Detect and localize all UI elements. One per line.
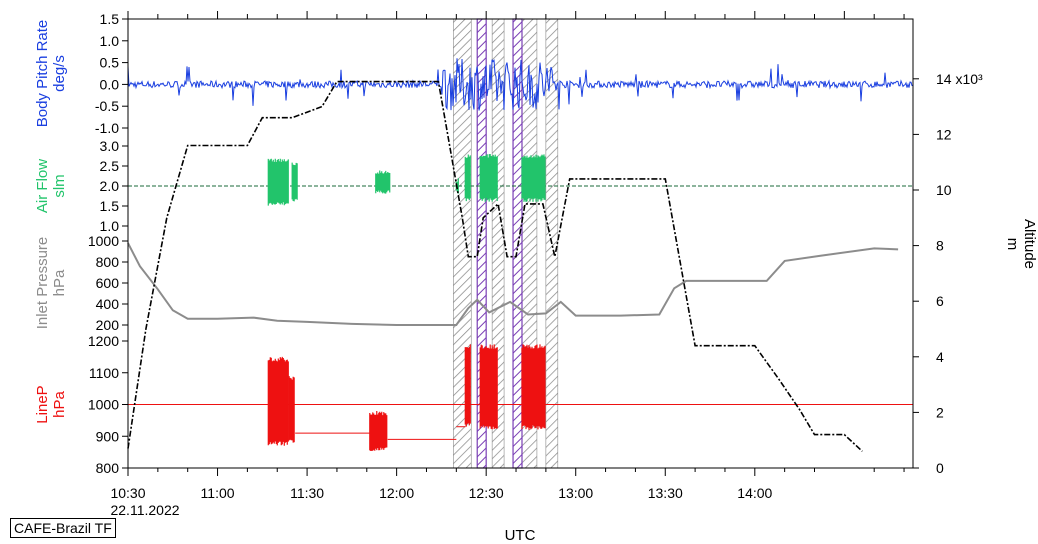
altitude-tick-label: 8 [936, 238, 944, 254]
linep-y-tick-label: 1200 [88, 333, 119, 349]
x-tick-label: 10:30 [110, 485, 145, 501]
inlet-y-tick-label: 1000 [88, 233, 119, 249]
pitch-y-tick-label: -1.0 [95, 120, 119, 136]
altitude-tick-label: 12 [936, 126, 952, 142]
airflow-burst [291, 162, 298, 202]
x-tick-label: 13:30 [648, 485, 683, 501]
linep-y-tick-label: 900 [96, 428, 120, 444]
airflow-burst [479, 154, 498, 202]
altitude-axis-title: m [1004, 238, 1021, 251]
inlet-y-tick-label: 200 [96, 317, 120, 333]
linep-burst [267, 356, 289, 446]
inlet-y-axis-title: hPa [51, 269, 68, 296]
traces-layer [127, 58, 914, 452]
inlet-y-tick-label: 800 [96, 254, 120, 270]
pitch-y-tick-label: 1.5 [100, 11, 120, 27]
airflow-y-axis-title: Air Flow [34, 159, 51, 213]
altitude-axis-title: Altitude [1021, 219, 1038, 269]
airflow-y-tick-label: 1.0 [100, 218, 120, 234]
flight-label: CAFE-Brazil TF [10, 518, 116, 538]
airflow-y-axis-title: slm [51, 174, 68, 197]
x-tick-label: 12:30 [469, 485, 504, 501]
airflow-burst [521, 154, 546, 202]
x-tick-label: 11:30 [290, 485, 324, 501]
x-tick-label: 14:00 [737, 485, 772, 501]
linep-y-tick-label: 1000 [88, 397, 119, 413]
pitch-y-axis-title: Body Pitch Rate [34, 20, 51, 128]
linep-y-axis-title: hPa [51, 391, 68, 418]
pitch-y-tick-label: 0.5 [100, 55, 120, 71]
x-tick-label: 12:00 [379, 485, 414, 501]
pitch-y-axis-title: deg/s [51, 55, 68, 92]
altitude-tick-label: 6 [936, 293, 944, 309]
airflow-y-tick-label: 2.0 [100, 178, 120, 194]
altitude-tick-label: 4 [936, 349, 944, 365]
inlet-y-tick-label: 400 [96, 296, 120, 312]
altitude-tick-label: 2 [936, 404, 944, 420]
inlet-pressure-trace [127, 242, 899, 326]
altitude-tick-label: 10 [936, 182, 952, 198]
inlet-y-tick-label: 600 [96, 275, 120, 291]
pitch-rate-trace [127, 58, 914, 111]
x-tick-label: 13:00 [558, 485, 593, 501]
x-tick-label: 11:00 [201, 485, 235, 501]
altitude-tick-label: 14 x10³ [936, 71, 983, 87]
airflow-y-tick-label: 3.0 [100, 138, 120, 154]
pitch-y-tick-label: 0.0 [100, 76, 120, 92]
airflow-y-tick-label: 2.5 [100, 158, 120, 174]
pitch-y-tick-label: -0.5 [95, 98, 119, 114]
linep-y-axis-title: LineP [34, 385, 51, 423]
linep-burst [288, 376, 295, 443]
x-axis-label: UTC [505, 527, 536, 544]
date-label: 22.11.2022 [110, 502, 179, 518]
linep-y-tick-label: 800 [96, 460, 120, 476]
linep-burst [521, 344, 546, 430]
linep-burst [479, 344, 498, 430]
altitude-trace [127, 80, 863, 452]
airflow-burst [267, 158, 289, 206]
linep-burst [464, 344, 471, 427]
inlet-y-axis-title: Inlet Pressure [34, 237, 51, 330]
linep-burst [369, 411, 388, 451]
airflow-y-tick-label: 1.5 [100, 198, 120, 214]
linep-y-tick-label: 1100 [89, 365, 119, 381]
altitude-tick-label: 0 [936, 460, 944, 476]
airflow-burst [375, 170, 391, 194]
airflow-burst [464, 154, 471, 202]
labels-layer: UTC 22.11.2022 10:30 11:00 11:30 12:00 12:30… [34, 11, 1038, 544]
axes-layer [122, 11, 919, 476]
pitch-y-tick-label: 1.0 [100, 33, 120, 49]
